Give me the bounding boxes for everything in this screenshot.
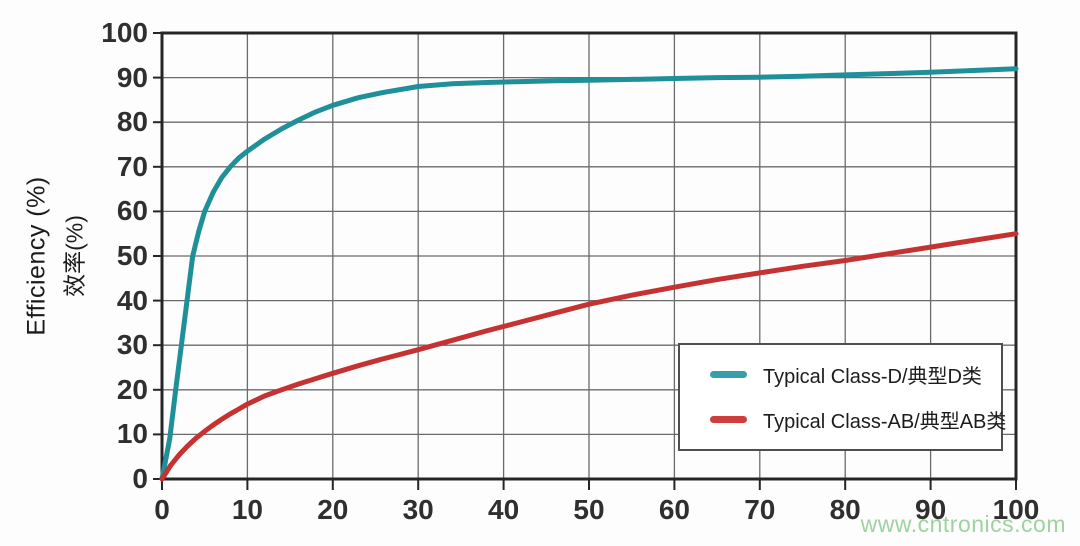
legend-label: Typical Class-AB/典型AB类	[763, 410, 1007, 433]
watermark: www.cntronics.com	[860, 511, 1066, 537]
legend-swatch-class-ab	[710, 415, 747, 423]
series-curve-class-d	[159, 66, 1019, 482]
plot-border	[160, 31, 1018, 481]
series-curve-class-ab	[159, 231, 1019, 482]
legend-label: Typical Class-D/典型D类	[763, 366, 982, 389]
legend: Typical Class-D/典型D类 Typical Class-AB/典型A…	[678, 343, 1006, 451]
legend-item: Typical Class-AB/典型AB类	[710, 405, 1006, 434]
legend-item: Typical Class-D/典型D类	[710, 360, 1001, 389]
legend-swatch-class-d	[710, 371, 747, 379]
